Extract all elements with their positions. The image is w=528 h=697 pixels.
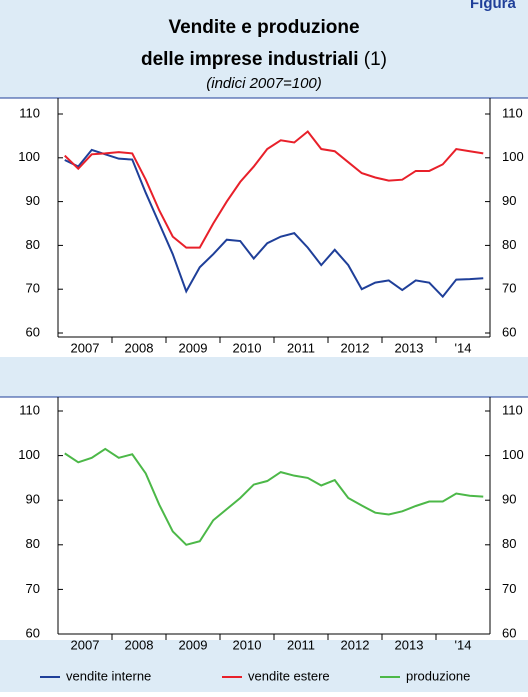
y-tick-label: 90 [26, 492, 40, 507]
x-tick-label: 2009 [179, 340, 208, 355]
y2-tick-label: 100 [502, 447, 524, 462]
x-tick-label: 2007 [71, 637, 100, 652]
x-tick-label: 2011 [287, 637, 315, 652]
x-tick-label: 2012 [341, 340, 370, 355]
x-tick-label: 2009 [179, 637, 208, 652]
chart-subtitle: (indici 2007=100) [206, 75, 322, 92]
title-note: (1) [364, 49, 387, 70]
x-tick-label: '14 [455, 637, 472, 652]
x-tick-label: 2007 [71, 340, 100, 355]
y-tick-label: 60 [26, 625, 40, 640]
y2-tick-label: 110 [502, 105, 523, 120]
x-tick-label: 2010 [233, 340, 262, 355]
y2-tick-label: 70 [502, 581, 516, 596]
x-tick-label: 2008 [125, 637, 154, 652]
chart-title: Vendite e produzione [168, 17, 359, 38]
x-tick-label: '14 [455, 340, 472, 355]
legend-label: produzione [406, 668, 470, 683]
chart-title: delle imprese industriali (1) [141, 49, 387, 70]
x-tick-label: 2013 [395, 340, 424, 355]
y2-tick-label: 100 [502, 149, 524, 164]
figure-label: Figura [470, 0, 516, 12]
y-tick-label: 110 [19, 402, 40, 417]
plot-panel [0, 397, 528, 640]
y-tick-label: 70 [26, 281, 40, 296]
data-line [64, 148, 484, 299]
y2-tick-label: 60 [502, 324, 516, 339]
y-tick-label: 80 [26, 237, 40, 252]
y-tick-label: 90 [26, 193, 40, 208]
y-tick-label: 100 [18, 447, 40, 462]
data-line [64, 447, 484, 546]
chart-title-line: delle imprese industriali [141, 49, 359, 70]
y2-tick-label: 70 [502, 281, 516, 296]
legend-label: vendite interne [66, 668, 151, 683]
y-tick-label: 60 [26, 324, 40, 339]
x-tick-label: 2013 [395, 637, 424, 652]
plot-panel [0, 98, 528, 357]
x-tick-label: 2012 [341, 637, 370, 652]
y-tick-label: 110 [19, 105, 40, 120]
y-tick-label: 100 [18, 149, 40, 164]
y2-tick-label: 80 [502, 237, 516, 252]
y-tick-label: 70 [26, 581, 40, 596]
y2-tick-label: 90 [502, 193, 516, 208]
x-tick-label: 2008 [125, 340, 154, 355]
x-tick-label: 2010 [233, 637, 262, 652]
y2-tick-label: 80 [502, 536, 516, 551]
x-tick-label: 2011 [287, 340, 315, 355]
data-line [64, 130, 484, 249]
y-tick-label: 80 [26, 536, 40, 551]
y2-tick-label: 60 [502, 625, 516, 640]
legend-label: vendite estere [248, 668, 330, 683]
y2-tick-label: 90 [502, 492, 516, 507]
y2-tick-label: 110 [502, 402, 523, 417]
